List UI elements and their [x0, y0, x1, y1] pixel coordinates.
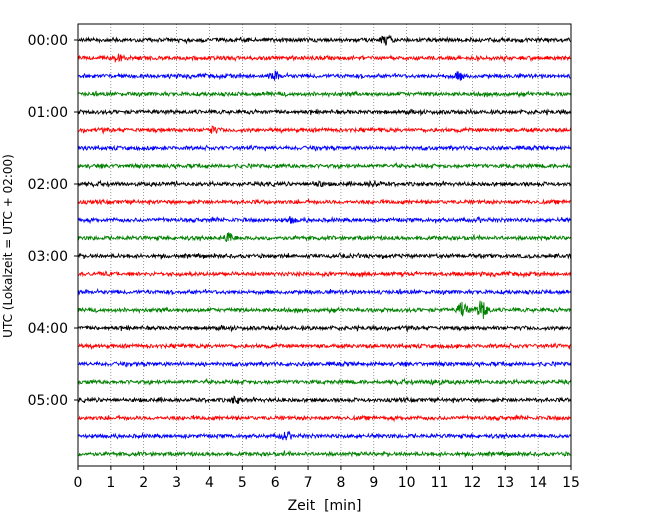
x-axis-label: Zeit [min]	[288, 498, 362, 514]
seismic-trace	[77, 360, 572, 368]
y-tick-label: 03:00	[28, 249, 68, 265]
x-tick-label: 3	[172, 475, 181, 491]
seismic-trace	[77, 70, 572, 81]
y-tick-label: 00:00	[28, 33, 68, 49]
x-tick-label: 2	[139, 475, 148, 491]
x-tick-label: 4	[205, 475, 214, 491]
seismic-traces	[77, 34, 572, 458]
x-tick-label: 6	[271, 475, 280, 491]
x-axis-ticks: 0 1 2 3 4 5 6 7 8 9 10 11 12 13 14 15	[74, 466, 580, 491]
seismic-trace	[77, 53, 571, 63]
seismic-trace	[77, 125, 572, 135]
seismic-trace	[77, 287, 572, 296]
x-tick-label: 14	[529, 475, 547, 491]
y-tick-label: 04:00	[28, 321, 68, 337]
x-tick-label: 10	[398, 475, 416, 491]
seismic-trace	[77, 342, 572, 351]
seismic-trace	[77, 449, 572, 458]
y-axis-ticks: 00:00 01:00 02:00 03:00 04:00 05:00	[28, 33, 78, 409]
y-tick-label: 05:00	[28, 393, 68, 409]
x-tick-label: 13	[496, 475, 514, 491]
seismic-trace	[77, 198, 572, 206]
seismic-trace	[77, 323, 572, 333]
seismic-trace	[77, 34, 572, 46]
seismic-trace	[77, 144, 572, 152]
x-tick-label: 7	[304, 475, 313, 491]
x-tick-label: 5	[238, 475, 247, 491]
x-tick-label: 12	[463, 475, 481, 491]
seismic-trace	[77, 395, 572, 404]
plot-frame	[77, 23, 572, 467]
seismic-trace	[77, 300, 572, 320]
seismic-trace	[77, 232, 572, 243]
seismic-trace	[77, 90, 572, 99]
x-tick-label: 0	[74, 475, 83, 491]
y-tick-label: 02:00	[28, 177, 68, 193]
seismic-trace	[77, 270, 572, 279]
seismic-trace	[77, 377, 572, 387]
seismic-trace	[77, 179, 572, 189]
seismic-trace	[77, 107, 572, 117]
seismic-trace	[77, 215, 572, 225]
x-tick-label: 1	[106, 475, 115, 491]
y-axis-label: UTC (Lokalzeit = UTC + 02:00)	[1, 154, 15, 338]
seismic-trace	[77, 252, 572, 260]
seismic-trace	[77, 430, 572, 441]
x-tick-label: 8	[336, 475, 345, 491]
seismic-trace	[77, 414, 572, 423]
x-tick-label: 11	[431, 475, 449, 491]
seismic-trace	[77, 161, 572, 171]
y-tick-label: 01:00	[28, 105, 68, 121]
x-tick-label: 15	[562, 475, 580, 491]
x-tick-label: 9	[369, 475, 378, 491]
